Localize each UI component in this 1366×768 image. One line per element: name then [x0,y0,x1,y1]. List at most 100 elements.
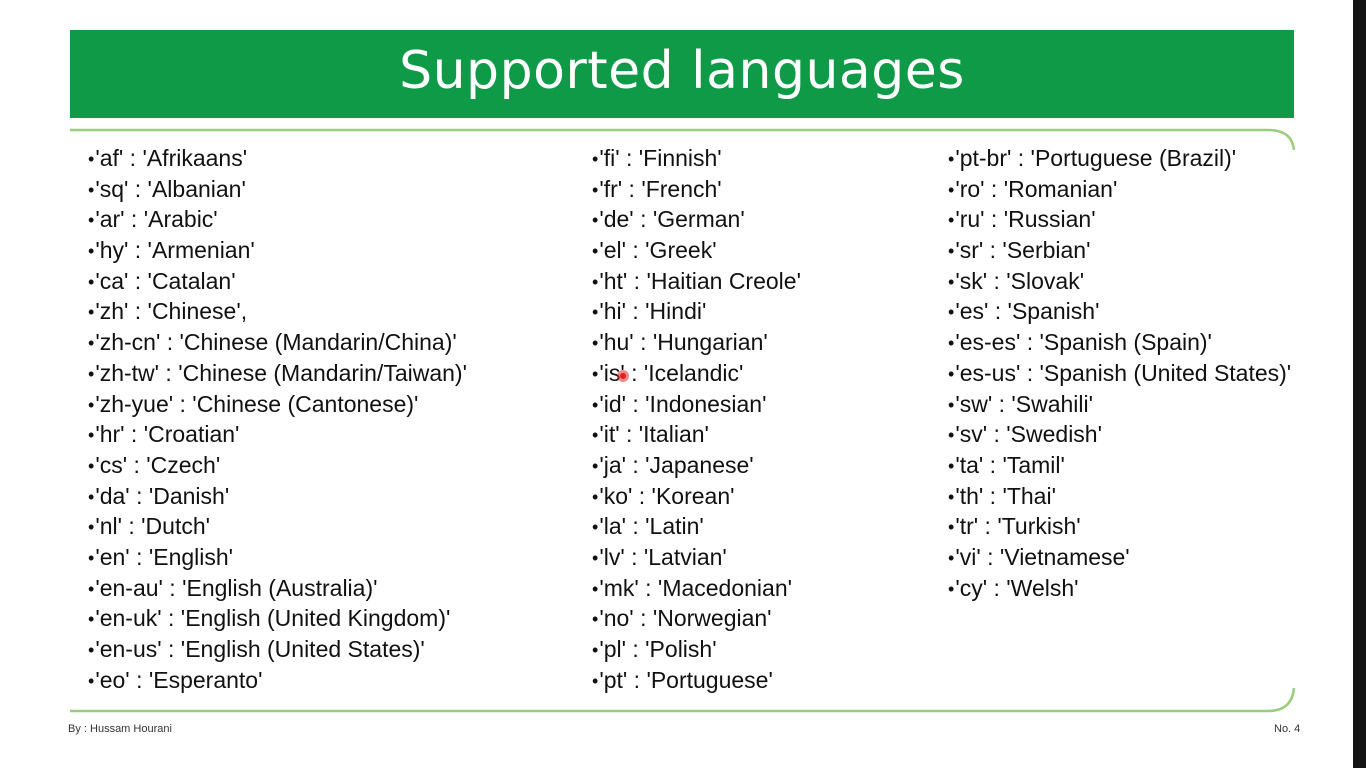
language-item: •'zh' : 'Chinese', [88,296,467,327]
language-label: 'hi' : 'Hindi' [599,298,707,325]
language-label: 'no' : 'Norwegian' [599,605,772,632]
bullet-icon: • [88,578,95,599]
bullet-icon: • [948,486,955,507]
language-label: 'fr' : 'French' [599,175,722,202]
language-item: •'sk' : 'Slovak' [948,266,1291,297]
language-label: 'en-uk' : 'English (United Kingdom)' [95,605,451,632]
language-label: 'pt-br' : 'Portuguese (Brazil)' [955,145,1237,171]
language-item: •'it' : 'Italian' [592,419,801,450]
bullet-icon: • [88,333,95,354]
language-column-1: •'af' : 'Afrikaans' •'sq' : 'Albanian' •'a… [88,143,467,695]
language-label: 'cy' : 'Welsh' [955,574,1079,601]
language-item: •'hu' : 'Hungarian' [592,327,801,358]
language-label: 'eo' : 'Esperanto' [95,666,263,693]
bullet-icon: • [88,609,95,630]
bullet-icon: • [88,425,95,446]
language-label: 'af' : 'Afrikaans' [95,145,248,171]
language-label: 'en-us' : 'English (United States)' [95,636,425,662]
language-label: 'ca' : 'Catalan' [95,267,236,294]
language-label: 'hr' : 'Croatian' [95,421,240,448]
language-item: •'hr' : 'Croatian' [88,419,467,450]
language-label: 'id' : 'Indonesian' [599,390,767,417]
language-label: 'es-es' : 'Spanish (Spain)' [955,329,1212,356]
bullet-icon: • [592,179,599,200]
language-label: 'zh' : 'Chinese', [95,298,248,325]
bullet-icon: • [88,670,95,691]
bullet-icon: • [88,517,95,538]
language-item: •'sq' : 'Albanian' [88,174,467,205]
title-banner: Supported languages [70,30,1294,118]
language-item: •'de' : 'German' [592,204,801,235]
language-item: •'ro' : 'Romanian' [948,174,1291,205]
bullet-icon: • [592,609,599,630]
bullet-icon: • [948,547,955,568]
bullet-icon: • [948,210,955,231]
language-item: •'id' : 'Indonesian' [592,389,801,420]
language-column-2: •'fi' : 'Finnish' •'fr' : 'French' •'de' :… [592,143,801,695]
language-label: 'da' : 'Danish' [95,482,230,509]
bullet-icon: • [592,271,599,292]
bullet-icon: • [592,670,599,691]
language-item: •'ar' : 'Arabic' [88,204,467,235]
bullet-icon: • [88,455,95,476]
bullet-icon: • [948,333,955,354]
bullet-icon: • [88,547,95,568]
language-label: 'zh-cn' : 'Chinese (Mandarin/China)' [95,329,457,356]
language-item: •'zh-tw' : 'Chinese (Mandarin/Taiwan)' [88,358,467,389]
language-label: 'de' : 'German' [599,206,745,233]
language-item: •'ht' : 'Haitian Creole' [592,266,801,297]
bullet-icon: • [88,179,95,200]
language-item: •'ta' : 'Tamil' [948,450,1291,481]
language-item: •'pl' : 'Polish' [592,634,801,665]
bullet-icon: • [592,517,599,538]
language-item: •'ru' : 'Russian' [948,204,1291,235]
bullet-icon: • [948,425,955,446]
bullet-icon: • [88,210,95,231]
language-label: 'sw' : 'Swahili' [955,390,1094,417]
language-item: •'nl' : 'Dutch' [88,511,467,542]
language-item: •'hi' : 'Hindi' [592,296,801,327]
bullet-icon: • [592,363,599,384]
language-item: •'zh-cn' : 'Chinese (Mandarin/China)' [88,327,467,358]
slide-title: Supported languages [399,41,965,101]
language-item: •'eo' : 'Esperanto' [88,665,467,696]
language-item: •'mk' : 'Macedonian' [592,573,801,604]
language-item: •'tr' : 'Turkish' [948,511,1291,542]
language-item: •'af' : 'Afrikaans' [88,143,467,174]
language-item: •'no' : 'Norwegian' [592,603,801,634]
page-number: No. 4 [1274,723,1301,735]
language-item: •'sr' : 'Serbian' [948,235,1291,266]
bullet-icon: • [948,179,955,200]
language-label: 'it' : 'Italian' [599,421,709,448]
language-item: •'en-au' : 'English (Australia)' [88,573,467,604]
author-credit: By : Hussam Hourani [68,723,172,735]
language-item: •'lv' : 'Latvian' [592,542,801,573]
language-label: 'el' : 'Greek' [599,237,717,264]
language-item: •'cs' : 'Czech' [88,450,467,481]
bullet-icon: • [88,363,95,384]
bullet-icon: • [88,394,95,415]
language-label: 'th' : 'Thai' [955,482,1056,509]
bullet-icon: • [88,241,95,262]
language-item: •'cy' : 'Welsh' [948,573,1291,604]
language-label: 'fi' : 'Finnish' [599,145,722,171]
language-label: 'en-au' : 'English (Australia)' [95,574,378,601]
language-item: •'es' : 'Spanish' [948,296,1291,327]
language-item: •'sw' : 'Swahili' [948,389,1291,420]
language-label: 'mk' : 'Macedonian' [599,574,793,601]
language-label: 'ja' : 'Japanese' [599,451,754,478]
language-item: •'la' : 'Latin' [592,511,801,542]
language-label: 'sq' : 'Albanian' [95,175,246,202]
language-label: 'sv' : 'Swedish' [955,421,1102,448]
language-label: 'hy' : 'Armenian' [95,237,255,264]
bullet-icon: • [592,425,599,446]
bullet-icon: • [948,302,955,323]
language-item: •'zh-yue' : 'Chinese (Cantonese)' [88,389,467,420]
bullet-icon: • [592,547,599,568]
bullet-icon: • [948,149,955,169]
bullet-icon: • [948,241,955,262]
language-label: 'ru' : 'Russian' [955,206,1096,233]
bullet-icon: • [592,333,599,354]
bullet-icon: • [88,149,95,169]
language-item: •'fr' : 'French' [592,174,801,205]
